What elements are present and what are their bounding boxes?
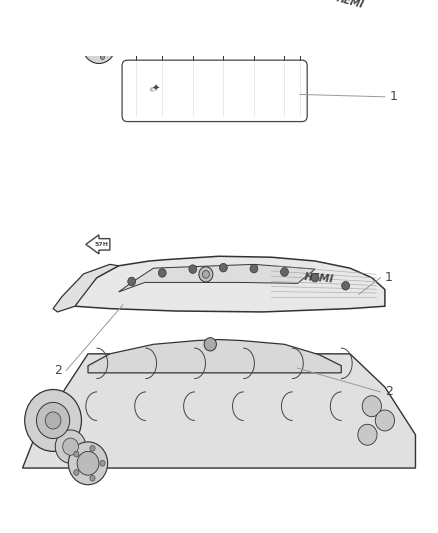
Circle shape bbox=[68, 442, 108, 484]
Text: 1: 1 bbox=[389, 90, 397, 103]
Polygon shape bbox=[272, 0, 416, 33]
Circle shape bbox=[202, 271, 209, 278]
Text: 1: 1 bbox=[385, 271, 393, 284]
FancyBboxPatch shape bbox=[122, 60, 307, 122]
Circle shape bbox=[45, 10, 74, 41]
Circle shape bbox=[378, 18, 388, 29]
Polygon shape bbox=[75, 256, 385, 312]
Polygon shape bbox=[22, 0, 97, 54]
Polygon shape bbox=[22, 354, 416, 468]
Text: ✦: ✦ bbox=[152, 84, 160, 94]
Circle shape bbox=[45, 412, 61, 429]
Circle shape bbox=[77, 451, 99, 475]
Circle shape bbox=[88, 36, 92, 41]
Text: HEMI: HEMI bbox=[304, 272, 335, 285]
Circle shape bbox=[375, 410, 395, 431]
Text: ©: © bbox=[148, 88, 155, 93]
Circle shape bbox=[55, 430, 86, 463]
Circle shape bbox=[380, 15, 390, 26]
Circle shape bbox=[189, 265, 197, 273]
Circle shape bbox=[36, 402, 70, 439]
Text: HEMI: HEMI bbox=[335, 0, 365, 10]
Circle shape bbox=[362, 395, 381, 417]
Polygon shape bbox=[53, 264, 119, 312]
Circle shape bbox=[56, 29, 81, 55]
Circle shape bbox=[342, 281, 350, 290]
Circle shape bbox=[108, 43, 113, 48]
Circle shape bbox=[82, 27, 116, 63]
Circle shape bbox=[25, 390, 81, 451]
Circle shape bbox=[204, 337, 216, 351]
Circle shape bbox=[128, 277, 136, 286]
Polygon shape bbox=[22, 0, 416, 54]
Circle shape bbox=[88, 50, 92, 55]
Circle shape bbox=[100, 461, 105, 466]
Circle shape bbox=[281, 268, 288, 276]
Polygon shape bbox=[22, 0, 416, 54]
Circle shape bbox=[311, 273, 319, 282]
Polygon shape bbox=[86, 235, 110, 254]
Circle shape bbox=[100, 31, 105, 36]
Text: 57H: 57H bbox=[95, 242, 109, 247]
Circle shape bbox=[63, 438, 78, 455]
Circle shape bbox=[74, 451, 79, 457]
Polygon shape bbox=[119, 264, 315, 292]
Circle shape bbox=[219, 263, 227, 272]
Circle shape bbox=[62, 35, 75, 49]
Circle shape bbox=[53, 18, 66, 33]
Circle shape bbox=[90, 446, 95, 451]
Circle shape bbox=[199, 266, 213, 282]
Circle shape bbox=[384, 10, 395, 22]
Circle shape bbox=[100, 55, 105, 60]
Circle shape bbox=[90, 475, 95, 481]
Circle shape bbox=[35, 0, 84, 52]
Circle shape bbox=[90, 36, 108, 55]
Circle shape bbox=[74, 470, 79, 475]
Circle shape bbox=[358, 424, 377, 445]
Circle shape bbox=[382, 13, 392, 24]
Text: 2: 2 bbox=[385, 385, 393, 398]
Circle shape bbox=[250, 264, 258, 273]
Text: 2: 2 bbox=[54, 364, 62, 377]
Circle shape bbox=[158, 269, 166, 277]
Polygon shape bbox=[88, 340, 341, 373]
